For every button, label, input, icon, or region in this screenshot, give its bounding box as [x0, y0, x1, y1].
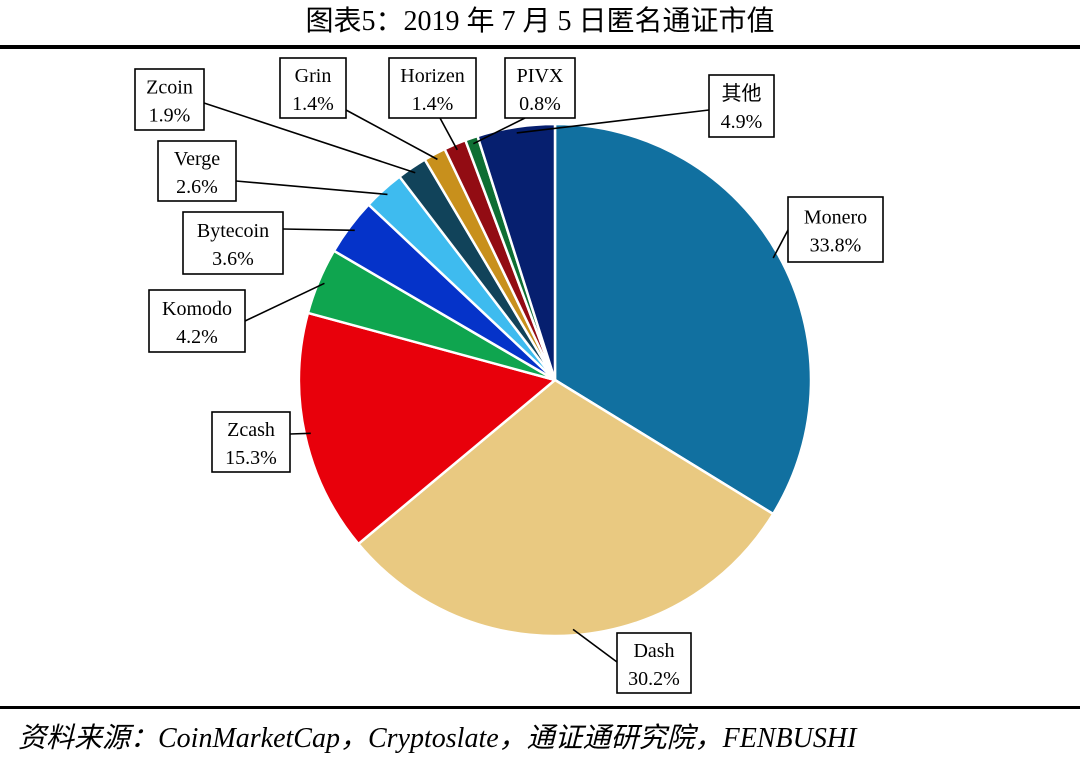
leader-line-8 [439, 117, 458, 151]
source-note: 资料来源：CoinMarketCap，Cryptoslate，通证通研究院，FE… [18, 723, 857, 754]
slice-label-value-9: 0.8% [519, 93, 561, 115]
leader-line-3 [244, 282, 325, 322]
label-box-7 [279, 57, 347, 119]
label-box-6 [134, 68, 205, 131]
slice-10 [476, 122, 557, 382]
slice-label-value-8: 1.4% [412, 93, 454, 115]
label-box-1 [616, 632, 692, 694]
slice-label-value-10: 4.9% [721, 111, 763, 133]
slice-label-name-3: Komodo [162, 298, 232, 320]
label-box-4 [182, 211, 284, 275]
slice-label-name-8: Horizen [400, 65, 464, 87]
slice-label-value-1: 30.2% [628, 668, 680, 690]
label-box-2 [211, 411, 291, 473]
leader-line-0 [772, 229, 789, 259]
slice-labels: Monero 33.8% Dash 30.2% Zcash 15.3% Komodo 4.2%… [134, 57, 884, 694]
leader-line-1 [572, 628, 618, 663]
label-box-5 [157, 140, 237, 202]
leader-line-4 [282, 228, 355, 232]
label-box-8 [388, 57, 477, 119]
pie-chart: Monero 33.8% Dash 30.2% Zcash 15.3% Komodo 4.2%… [134, 57, 884, 694]
slice-2 [297, 311, 557, 546]
chart-title: 图表5：2019 年 7 月 5 日匿名通证市值 [305, 6, 775, 37]
top-rule [0, 45, 1080, 49]
slice-label-name-1: Dash [633, 640, 674, 662]
slice-label-name-0: Monero [804, 207, 867, 229]
leader-line-9 [473, 117, 526, 145]
slice-label-value-7: 1.4% [292, 93, 334, 115]
label-box-9 [504, 57, 576, 119]
pie-slices [297, 122, 813, 638]
slice-label-value-0: 33.8% [810, 235, 862, 257]
slice-label-name-9: PIVX [517, 65, 564, 87]
label-box-3 [148, 289, 246, 353]
slice-label-name-10: 其他 [722, 82, 762, 105]
slice-label-value-5: 2.6% [176, 176, 218, 198]
leader-line-7 [345, 109, 438, 161]
bottom-rule [0, 706, 1080, 709]
slice-label-value-3: 4.2% [176, 326, 218, 348]
slice-label-name-2: Zcash [227, 419, 275, 441]
slice-0 [553, 122, 813, 516]
leader-line-6 [203, 102, 416, 174]
slice-label-name-5: Verge [174, 148, 220, 170]
slice-label-name-6: Zcoin [146, 77, 193, 99]
slice-label-value-2: 15.3% [225, 447, 277, 469]
leader-line-2 [289, 432, 311, 435]
leader-lines [203, 102, 789, 663]
slice-label-value-6: 1.9% [149, 105, 191, 127]
slice-label-name-4: Bytecoin [197, 220, 269, 242]
slice-label-value-4: 3.6% [212, 248, 254, 270]
leader-line-5 [235, 180, 388, 196]
label-box-10 [708, 74, 775, 138]
label-box-0 [787, 196, 884, 263]
slice-1 [357, 378, 775, 638]
leader-line-10 [516, 109, 710, 134]
slice-label-name-7: Grin [295, 65, 332, 87]
